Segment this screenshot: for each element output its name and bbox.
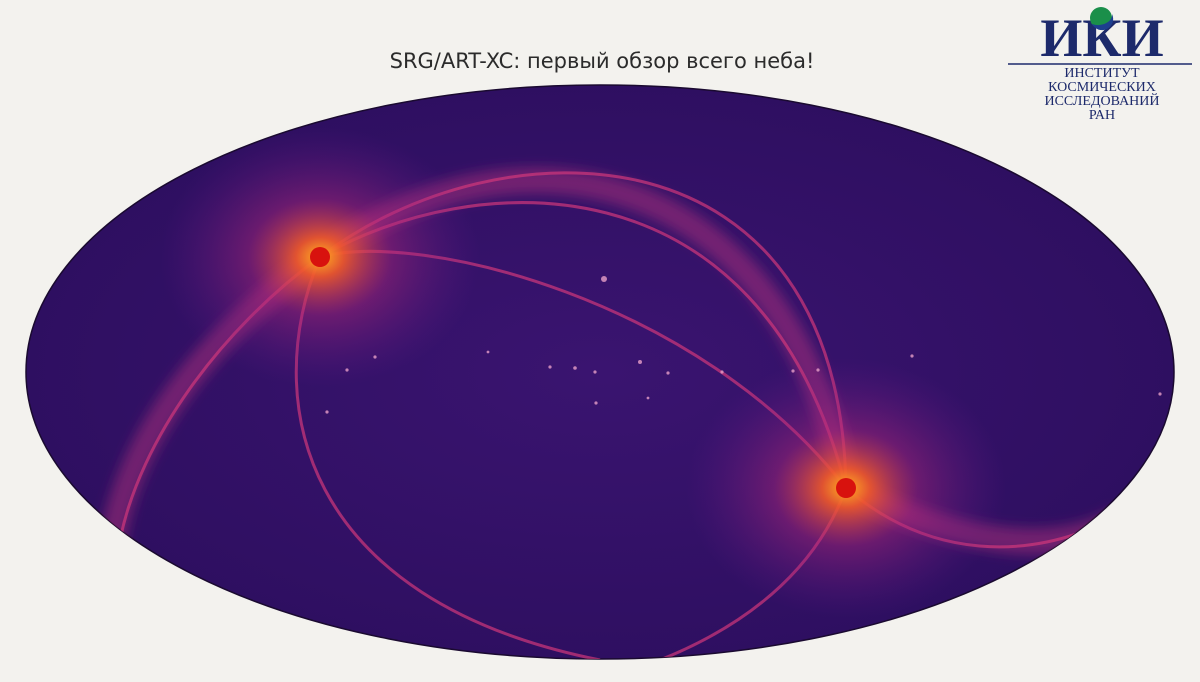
logo-line: РАН bbox=[1089, 108, 1115, 123]
logo-globe-shade bbox=[1092, 14, 1114, 31]
logo: ИКИ ИНСТИТУТ КОСМИЧЕСКИХ ИССЛЕДОВАНИЙ РА… bbox=[1008, 7, 1192, 123]
hot-source bbox=[310, 247, 330, 267]
logo-line: ИССЛЕДОВАНИЙ bbox=[1044, 92, 1159, 109]
logo-line: ИНСТИТУТ bbox=[1064, 66, 1140, 81]
title: SRG/ART-XC: первый обзор всего неба! bbox=[390, 49, 815, 73]
hot-source bbox=[836, 478, 856, 498]
logo-line: КОСМИЧЕСКИХ bbox=[1048, 80, 1156, 95]
